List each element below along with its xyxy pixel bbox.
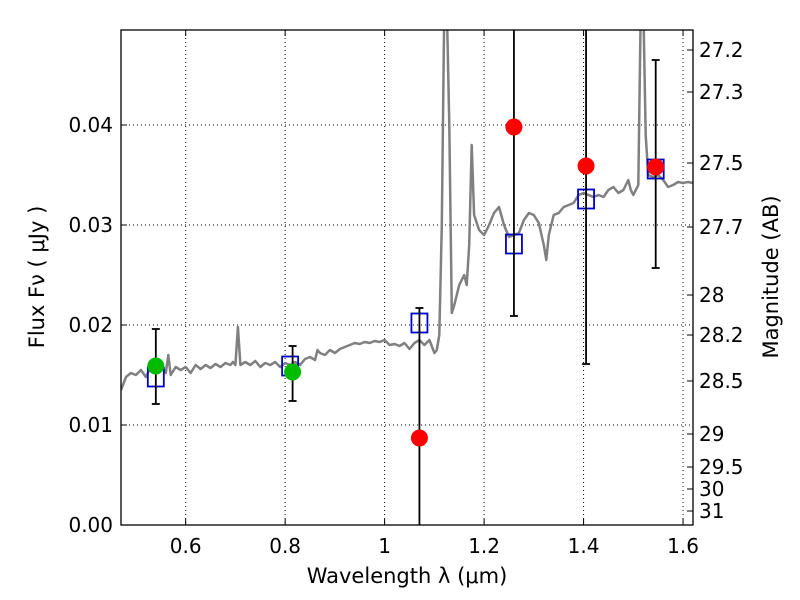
y-tick-label: 0.00 <box>68 513 113 537</box>
detection-marker <box>284 363 302 381</box>
nondetection-marker <box>505 118 523 136</box>
y2-tick-label: 27.2 <box>699 38 744 62</box>
y-tick-label: 0.01 <box>68 413 113 437</box>
grid <box>121 30 693 525</box>
y-axis-title: Flux Fν ( μJy ) <box>25 206 49 349</box>
nondetection-marker <box>647 158 665 176</box>
y2-tick-label: 27.3 <box>699 80 744 104</box>
nondetection-marker <box>410 429 428 447</box>
x-tick-label: 1 <box>378 534 391 558</box>
plot-background <box>121 30 693 525</box>
x-tick-label: 1.2 <box>468 534 500 558</box>
y2-tick-label: 29 <box>699 422 724 446</box>
x-axis-title: Wavelength λ (μm) <box>307 564 508 588</box>
plot-frame <box>120 29 694 526</box>
y2-tick-label: 28 <box>699 283 724 307</box>
y-tick-label: 0.03 <box>68 213 113 237</box>
spectrum-line <box>121 30 693 391</box>
y2-tick-label: 28.2 <box>699 323 744 347</box>
detection-marker <box>147 357 165 375</box>
marker-layer <box>146 30 665 525</box>
y-tick-label: 0.04 <box>68 113 113 137</box>
y2-axis-title: Magnitude (AB) <box>759 195 783 358</box>
y2-tick-label: 29.5 <box>699 455 744 479</box>
y2-tick-label: 30 <box>699 477 724 501</box>
y-tick-label: 0.02 <box>68 313 113 337</box>
data-layer <box>121 30 693 391</box>
y2-tick-label: 31 <box>699 499 724 523</box>
y2-tick-label: 27.5 <box>699 151 744 175</box>
x-tick-label: 1.4 <box>568 534 600 558</box>
x-tick-label: 0.8 <box>269 534 301 558</box>
y2-tick-label: 28.5 <box>699 369 744 393</box>
x-tick-label: 1.6 <box>667 534 699 558</box>
x-tick-label: 0.6 <box>170 534 202 558</box>
nondetection-marker <box>577 157 595 175</box>
ticks: 0.6 0.8 1 1.2 1.4 1.6 0.00 0.01 0.02 0.03 0.04 27.2… <box>68 30 744 558</box>
y2-tick-label: 27.7 <box>699 215 744 239</box>
